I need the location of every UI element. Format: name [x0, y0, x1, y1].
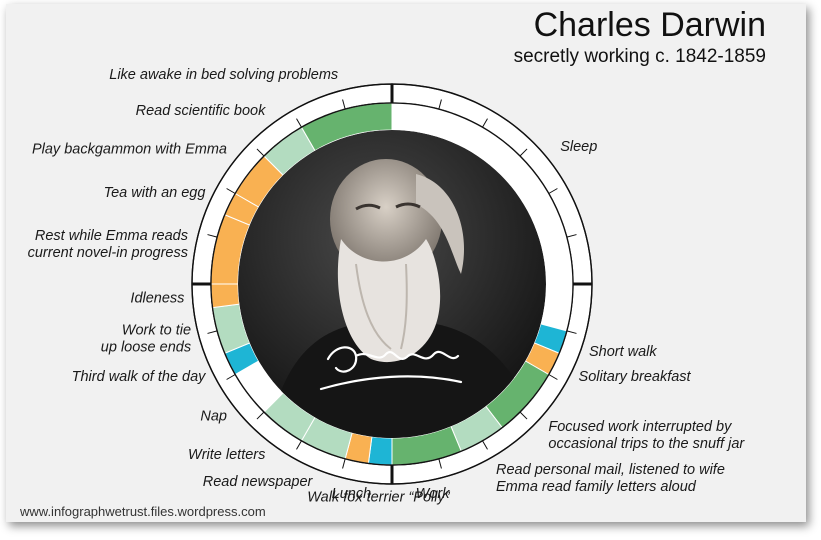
label-rest-while-emma-reads: Rest while Emma reads current novel-in pr…	[28, 228, 188, 261]
hour-ticks	[192, 84, 592, 484]
hour-tick	[256, 148, 265, 157]
label-work-to-tie: Work to tie up loose ends	[101, 322, 191, 355]
label-focused-work-interrupted-by: Focused work interrupted by occasional tr…	[548, 419, 745, 452]
source-credit: www.infographwetrust.files.wordpress.com	[20, 504, 266, 519]
hour-tick	[296, 118, 302, 128]
segment-walk-fox-terrier-polly	[367, 436, 393, 466]
hour-tick	[438, 458, 442, 469]
label-walk-fox-terrier-polly: Walk fox terrier “Polly”	[307, 490, 451, 506]
hour-tick	[207, 234, 218, 238]
label-sleep: Sleep	[560, 139, 597, 155]
hour-tick	[256, 411, 265, 420]
label-short-walk: Short walk	[589, 344, 657, 360]
label-idleness: Idleness	[130, 291, 184, 307]
hour-tick	[226, 188, 236, 194]
label-read-scientific-book: Read scientific book	[136, 103, 267, 119]
label-read-newspaper: Read newspaper	[203, 474, 314, 490]
label-tea-with-an-egg: Tea with an egg	[104, 185, 206, 201]
label-work: Work	[416, 486, 451, 502]
darwin-portrait	[238, 130, 546, 438]
hour-tick	[482, 118, 488, 128]
label-write-letters: Write letters	[188, 447, 265, 463]
hour-tick	[296, 440, 302, 450]
hour-tick	[342, 458, 346, 469]
label-nap: Nap	[200, 409, 227, 425]
label-third-walk-of-the-day: Third walk of the day	[72, 369, 207, 385]
hour-tick	[548, 188, 558, 194]
hour-tick	[548, 374, 558, 380]
label-solitary-breakfast: Solitary breakfast	[579, 369, 692, 385]
hour-tick	[566, 330, 577, 334]
schedule-ring	[191, 83, 593, 485]
hour-tick	[519, 411, 528, 420]
hour-tick	[482, 440, 488, 450]
segment-idleness	[210, 283, 240, 309]
hour-tick	[207, 330, 218, 334]
infographic-card: Sleep Short walk Solitary breakfast Focused…	[6, 4, 806, 522]
segment-labels: Sleep Short walk Solitary breakfast Focused…	[28, 67, 746, 505]
hour-tick	[566, 234, 577, 238]
label-like-awake-in-bed-solving-problems: Like awake in bed solving problems	[109, 67, 338, 83]
chart-title: Charles Darwin	[533, 6, 766, 44]
hour-tick	[226, 374, 236, 380]
chart-subtitle: secretly working c. 1842-1859	[513, 46, 766, 67]
label-read-personal-mail-listened-to-wife: Read personal mail, listened to wife Emma…	[496, 462, 725, 495]
hour-tick	[519, 148, 528, 157]
hour-tick	[438, 99, 442, 110]
hour-tick	[342, 99, 346, 110]
radial-schedule-chart: Sleep Short walk Solitary breakfast Focused…	[28, 67, 746, 505]
label-play-backgammon-with-emma: Play backgammon with Emma	[32, 141, 227, 157]
label-lunch: Lunch	[332, 486, 372, 502]
